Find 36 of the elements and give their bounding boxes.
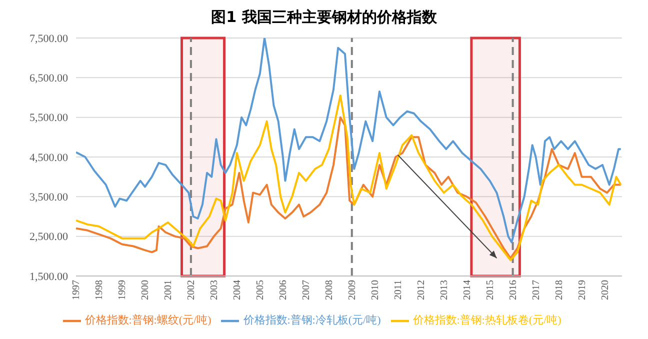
x-tick-label: 2016 [508, 280, 519, 300]
x-tick-label: 1997 [71, 280, 82, 300]
x-tick-label: 2018 [554, 280, 565, 300]
y-tick-label: 6,500.00 [30, 72, 68, 85]
x-tick-label: 2001 [163, 280, 174, 300]
x-tick-label: 2014 [462, 280, 473, 300]
x-tick-label: 2017 [530, 280, 542, 300]
x-tick-label: 2019 [576, 280, 588, 300]
y-tick-label: 4,500.00 [30, 152, 68, 164]
x-tick-label: 2007 [300, 280, 312, 300]
y-tick-label: 2,500.00 [30, 231, 68, 244]
y-tick-label: 7,500.00 [30, 32, 68, 45]
x-tick-label: 2002 [186, 280, 198, 300]
x-tick-label: 2011 [392, 280, 404, 300]
legend-label: 价格指数:普钢:冷轧板(元/吨) [243, 314, 381, 327]
legend-label: 价格指数:普钢:螺纹(元/吨) [84, 314, 212, 327]
y-tick-label: 3,500.00 [30, 192, 68, 204]
x-tick-label: 1999 [117, 280, 128, 300]
line-series [76, 38, 622, 244]
x-tick-label: 2000 [140, 280, 152, 300]
x-tick-label: 2012 [416, 280, 427, 300]
x-tick-label: 2008 [324, 280, 335, 300]
y-tick-label: 1,500.00 [30, 270, 68, 283]
x-tick-label: 2010 [370, 280, 381, 300]
x-tick-label: 2004 [232, 280, 244, 300]
x-tick-label: 2015 [484, 280, 496, 300]
legend-label: 价格指数:普钢:热轧板卷(元/吨) [412, 314, 562, 327]
x-tick-label: 2013 [438, 280, 450, 300]
x-tick-label: 2020 [600, 280, 611, 300]
x-tick-label: 2009 [346, 280, 358, 300]
x-tick-label: 2005 [255, 280, 266, 300]
x-tick-label: 1998 [94, 280, 106, 300]
y-tick-label: 5,500.00 [30, 112, 68, 124]
chart-title: 图1 我国三种主要钢材的价格指数 [210, 8, 438, 28]
x-tick-label: 2006 [278, 280, 290, 300]
x-tick-label: 2003 [209, 280, 220, 300]
